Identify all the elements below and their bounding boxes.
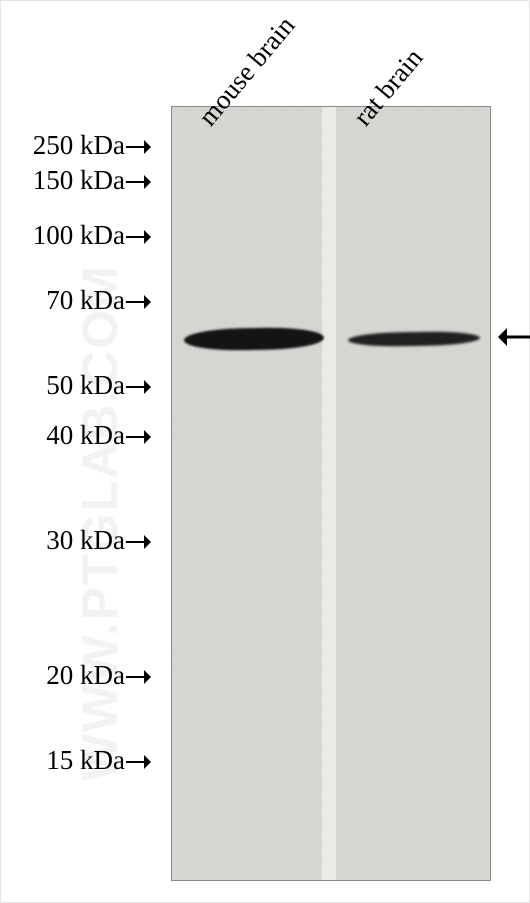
target-band-arrow-icon xyxy=(498,328,530,348)
lane-separator xyxy=(322,107,336,881)
mw-arrow-icon xyxy=(126,230,151,244)
mw-text: 15 kDa xyxy=(46,745,125,775)
mw-arrow-icon xyxy=(126,535,151,549)
blot-membrane xyxy=(171,106,491,881)
mw-label-1: 150 kDa xyxy=(1,165,151,196)
mw-label-8: 15 kDa xyxy=(1,745,151,776)
mw-label-0: 250 kDa xyxy=(1,130,151,161)
mw-text: 70 kDa xyxy=(46,285,125,315)
mw-text: 20 kDa xyxy=(46,660,125,690)
mw-label-5: 40 kDa xyxy=(1,420,151,451)
mw-label-3: 70 kDa xyxy=(1,285,151,316)
mw-text: 250 kDa xyxy=(33,130,125,160)
mw-label-4: 50 kDa xyxy=(1,370,151,401)
mw-label-6: 30 kDa xyxy=(1,525,151,556)
mw-arrow-icon xyxy=(126,140,151,154)
mw-text: 150 kDa xyxy=(33,165,125,195)
mw-arrow-icon xyxy=(126,295,151,309)
mw-arrow-icon xyxy=(126,430,151,444)
mw-arrow-icon xyxy=(126,175,151,189)
mw-label-7: 20 kDa xyxy=(1,660,151,691)
mw-text: 30 kDa xyxy=(46,525,125,555)
mw-arrow-icon xyxy=(126,670,151,684)
mw-arrow-icon xyxy=(126,380,151,394)
mw-label-2: 100 kDa xyxy=(1,220,151,251)
mw-text: 100 kDa xyxy=(33,220,125,250)
watermark-text: WWW.PTGLAB.COM xyxy=(71,264,129,781)
mw-arrow-icon xyxy=(126,755,151,769)
mw-text: 50 kDa xyxy=(46,370,125,400)
western-blot-figure: WWW.PTGLAB.COM mouse brain rat brain 250… xyxy=(0,0,530,903)
mw-text: 40 kDa xyxy=(46,420,125,450)
